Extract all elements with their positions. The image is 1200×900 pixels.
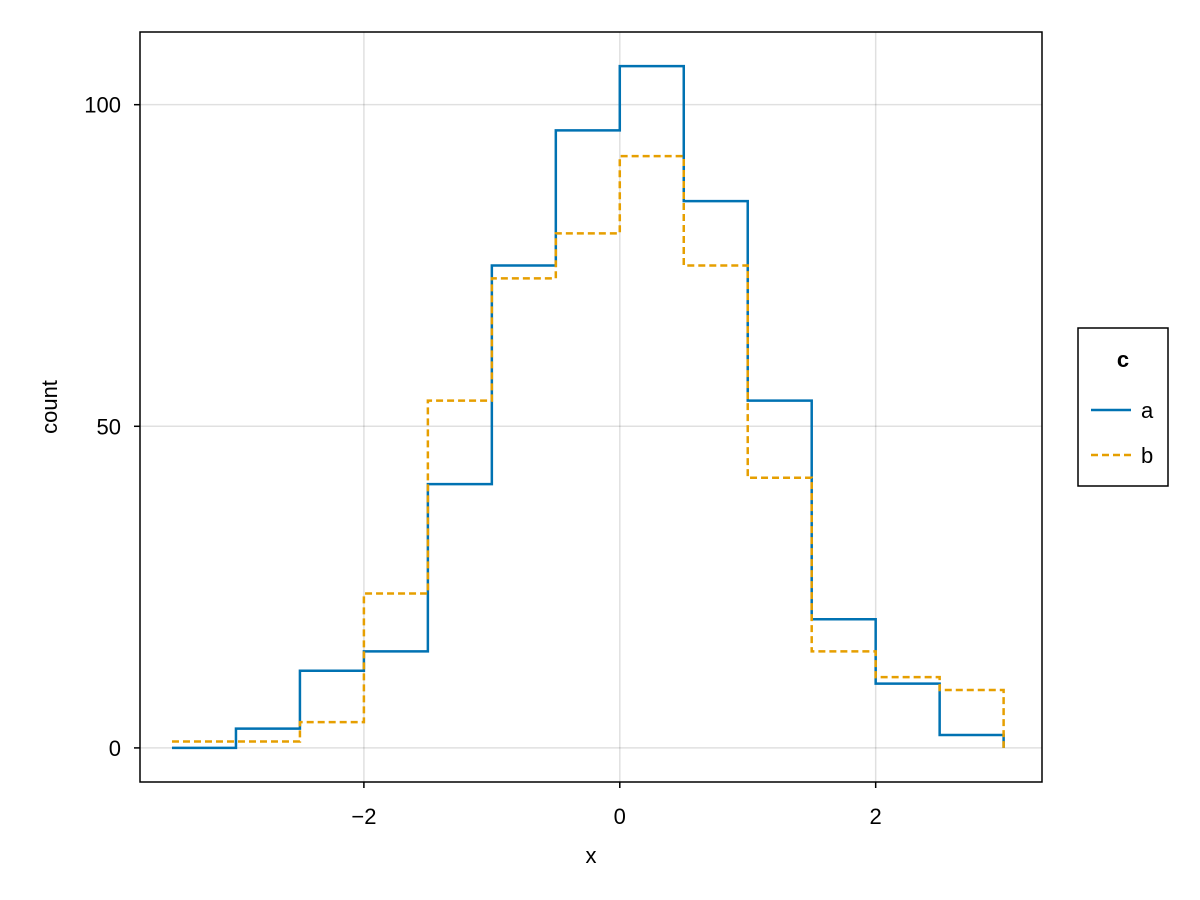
y-axis-label: count	[37, 380, 62, 434]
series-a-step	[171, 64, 1005, 750]
legend: c a b	[1077, 327, 1169, 487]
grid-lines	[140, 32, 1042, 782]
legend-label-a: a	[1141, 398, 1154, 423]
legend-box	[1077, 327, 1169, 487]
x-tick-label: 2	[870, 804, 882, 829]
x-tick-label: −2	[351, 804, 376, 829]
x-tick-label: 0	[614, 804, 626, 829]
series-layer	[171, 64, 1005, 750]
legend-title: c	[1117, 347, 1129, 372]
legend-label-b: b	[1141, 443, 1153, 468]
axis-ticks: −2 0 2 0 50 100	[84, 93, 882, 829]
y-tick-label: 100	[84, 93, 121, 118]
plot-frame	[139, 31, 1043, 783]
series-b-step	[171, 154, 1005, 748]
x-axis-label: x	[586, 843, 597, 868]
y-tick-label: 0	[109, 736, 121, 761]
y-tick-label: 50	[97, 414, 121, 439]
